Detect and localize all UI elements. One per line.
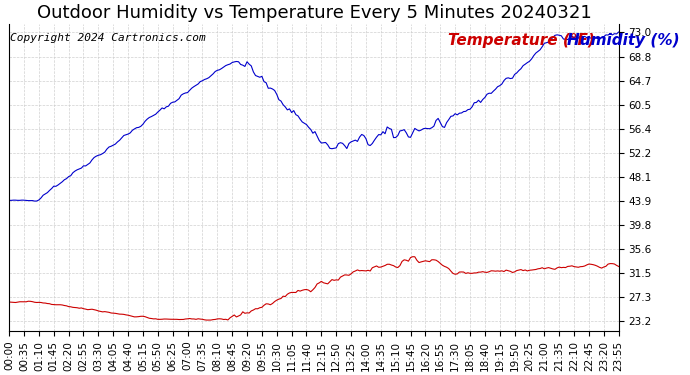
Text: Copyright 2024 Cartronics.com: Copyright 2024 Cartronics.com bbox=[10, 33, 206, 43]
Text: Temperature (°F): Temperature (°F) bbox=[448, 33, 595, 48]
Text: Humidity (%): Humidity (%) bbox=[567, 33, 680, 48]
Title: Outdoor Humidity vs Temperature Every 5 Minutes 20240321: Outdoor Humidity vs Temperature Every 5 … bbox=[37, 4, 591, 22]
